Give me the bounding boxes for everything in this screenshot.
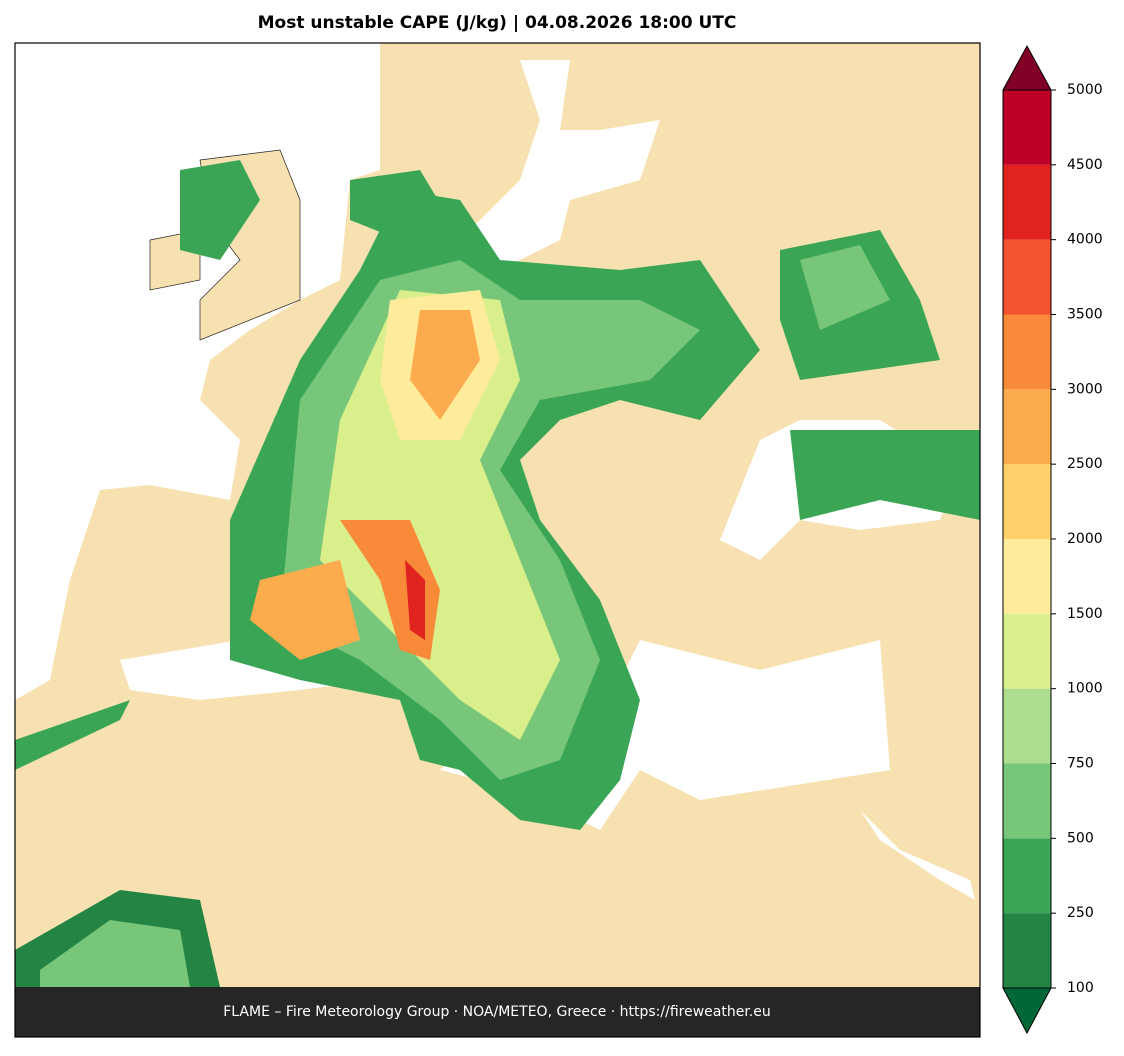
colorbar-segment bbox=[1003, 838, 1051, 914]
map: FLAME – Fire Meteorology Group · NOA/MET… bbox=[15, 43, 980, 1037]
colorbar-tick-label: 2500 bbox=[1067, 456, 1103, 472]
colorbar-segment bbox=[1003, 688, 1051, 764]
colorbar-tick-label: 5000 bbox=[1067, 82, 1103, 98]
colorbar-tick-label: 4500 bbox=[1067, 157, 1103, 173]
colorbar-segment bbox=[1003, 164, 1051, 240]
colorbar-segment bbox=[1003, 239, 1051, 315]
colorbar-extension-over bbox=[1002, 44, 1052, 91]
colorbar-segment bbox=[1003, 90, 1051, 165]
map-frame bbox=[14, 42, 981, 1038]
footer-text: FLAME – Fire Meteorology Group · NOA/MET… bbox=[223, 1004, 771, 1020]
colorbar-segment bbox=[1003, 539, 1051, 614]
colorbar-segment bbox=[1003, 913, 1051, 988]
map-title: Most unstable CAPE (J/kg) | 04.08.2026 1… bbox=[258, 13, 737, 33]
colorbar-tick-label: 500 bbox=[1067, 830, 1094, 846]
colorbar-tick-label: 750 bbox=[1067, 756, 1094, 772]
colorbar-tick-label: 3500 bbox=[1067, 307, 1103, 323]
colorbar-tick-label: 2000 bbox=[1067, 531, 1103, 547]
colorbar-tick-label: 4000 bbox=[1067, 232, 1103, 248]
colorbar-tick-label: 250 bbox=[1067, 905, 1094, 921]
colorbar-tick-label: 1500 bbox=[1067, 606, 1103, 622]
cape-field bbox=[15, 160, 980, 987]
colorbar-segment bbox=[1003, 763, 1051, 839]
colorbar-extension-under bbox=[1002, 987, 1052, 1035]
colorbar-segment bbox=[1003, 464, 1051, 539]
colorbar-tick-label: 3000 bbox=[1067, 381, 1103, 397]
colorbar-tick-label: 100 bbox=[1067, 980, 1094, 996]
colorbar-tick-label: 1000 bbox=[1067, 681, 1103, 697]
footer-band bbox=[15, 987, 980, 1037]
colorbar: 100 250 500 750 1000 1500 2000 2500 3000 3500 4000… bbox=[1002, 44, 1103, 1035]
colorbar-segment bbox=[1003, 314, 1051, 390]
colorbar-segment bbox=[1003, 389, 1051, 465]
colorbar-segment bbox=[1003, 613, 1051, 689]
